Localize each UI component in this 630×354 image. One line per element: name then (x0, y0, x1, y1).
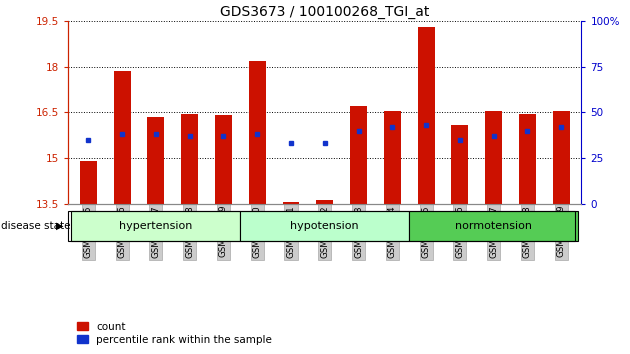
Bar (113, 72, 130, 204)
Bar (215, 115, 232, 204)
Bar (147, 117, 164, 204)
Text: hypertension: hypertension (119, 221, 193, 231)
Bar (418, 27, 435, 204)
Bar (553, 111, 570, 204)
Bar (249, 61, 266, 204)
Text: hypotension: hypotension (290, 221, 359, 231)
Bar (384, 111, 401, 204)
Text: normotension: normotension (455, 221, 532, 231)
Text: ▶: ▶ (55, 221, 63, 231)
Bar (71, 211, 240, 241)
Title: GDS3673 / 100100268_TGI_at: GDS3673 / 100100268_TGI_at (220, 5, 430, 19)
Bar (80, 161, 97, 204)
Legend: count, percentile rank within the sample: count, percentile rank within the sample (73, 318, 276, 349)
Bar (410, 211, 578, 241)
Bar (240, 211, 410, 241)
Bar (452, 125, 468, 204)
Bar (181, 114, 198, 204)
Bar (350, 106, 367, 204)
Bar (282, 202, 299, 204)
Text: disease state: disease state (1, 221, 71, 231)
Bar (485, 111, 502, 204)
Bar (316, 200, 333, 204)
Bar (519, 114, 536, 204)
